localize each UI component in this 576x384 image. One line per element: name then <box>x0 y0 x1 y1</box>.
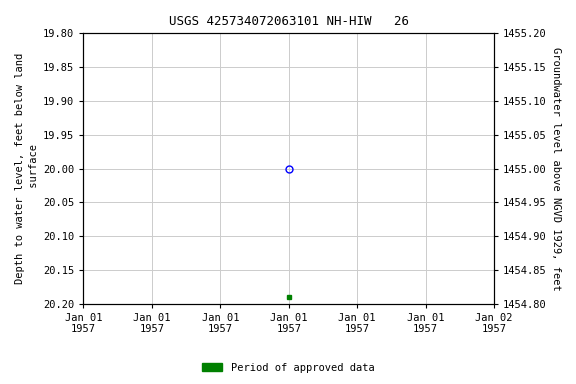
Y-axis label: Depth to water level, feet below land
 surface: Depth to water level, feet below land su… <box>15 53 39 284</box>
Legend: Period of approved data: Period of approved data <box>198 359 378 377</box>
Y-axis label: Groundwater level above NGVD 1929, feet: Groundwater level above NGVD 1929, feet <box>551 47 561 290</box>
Title: USGS 425734072063101 NH-HIW   26: USGS 425734072063101 NH-HIW 26 <box>169 15 409 28</box>
